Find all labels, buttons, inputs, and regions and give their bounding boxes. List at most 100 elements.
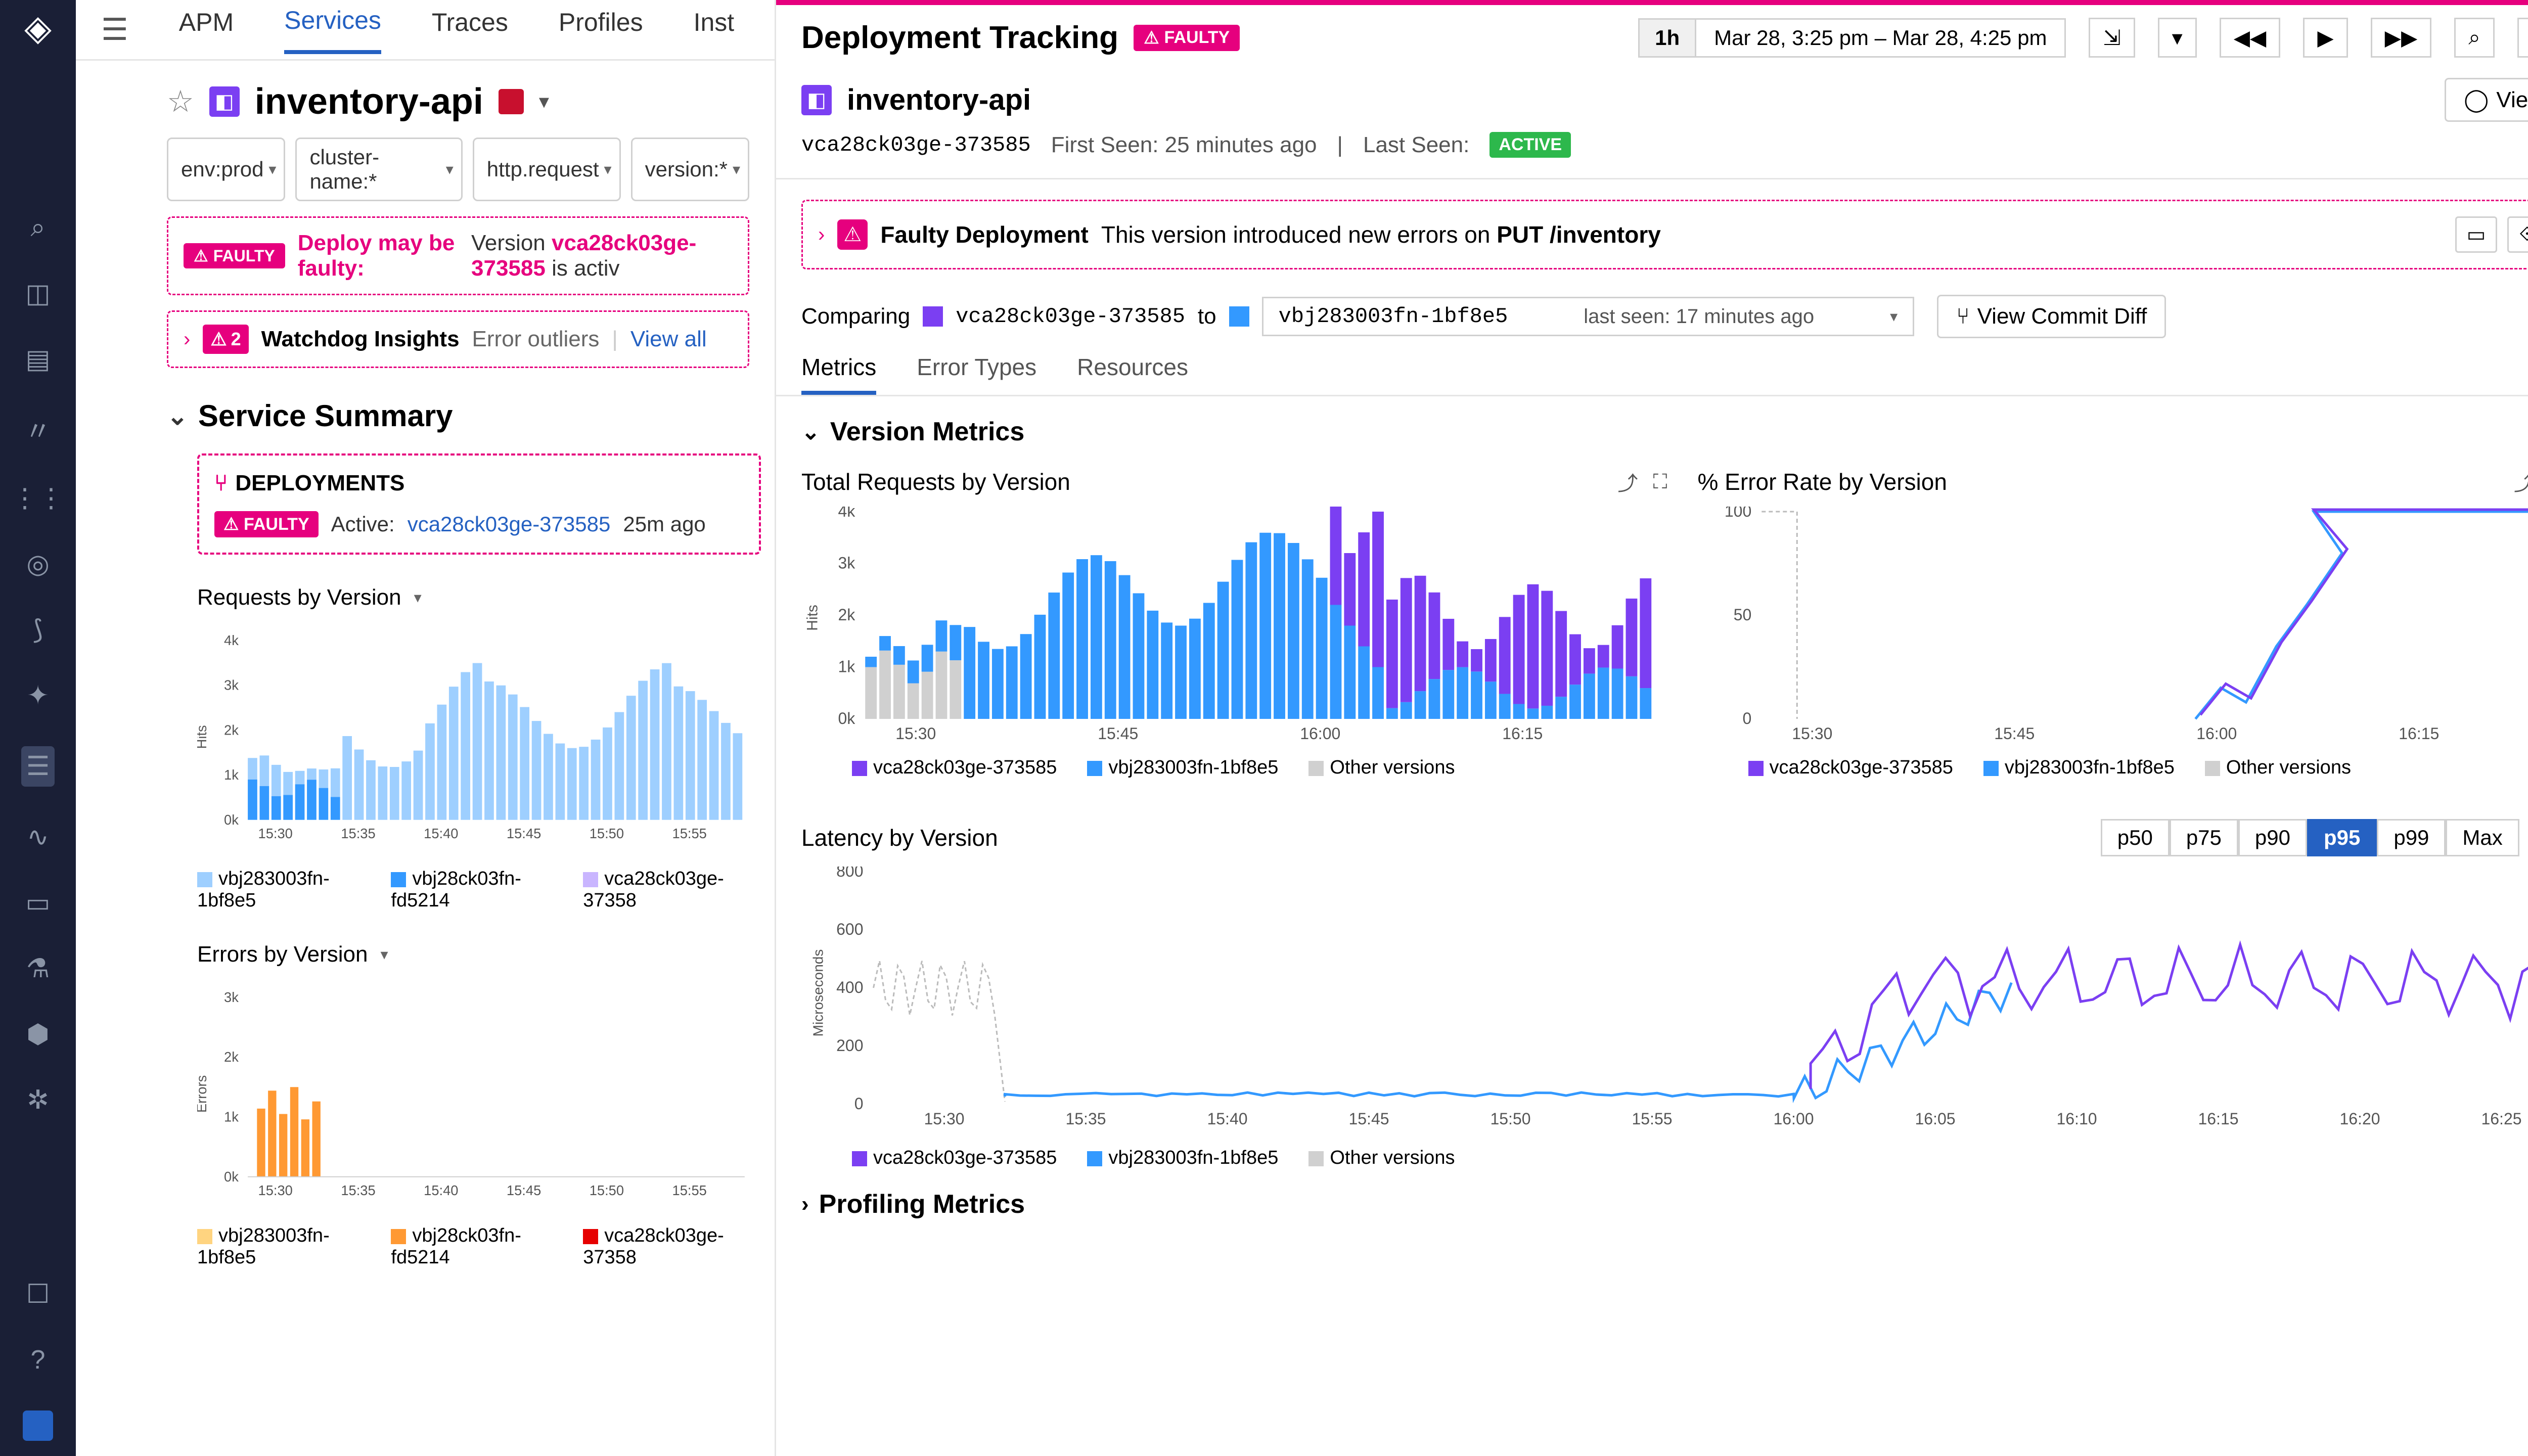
svg-text:0k: 0k — [224, 1169, 239, 1185]
rewind-icon[interactable]: ◀◀ — [2220, 18, 2281, 58]
latency-title: Latency by Version — [801, 824, 998, 851]
svg-text:16:25: 16:25 — [2481, 1110, 2521, 1128]
help-icon[interactable]: ? — [31, 1345, 46, 1375]
pin-icon[interactable]: ⇲ — [2089, 18, 2135, 58]
close-icon[interactable]: ✕ — [2517, 18, 2528, 58]
book-icon[interactable]: ▭ — [25, 888, 50, 918]
compare-v2-select[interactable]: vbj283003fn-1bf8e5last seen: 17 minutes … — [1262, 297, 1915, 336]
active-label: Active: — [331, 512, 395, 536]
pct-p95-button[interactable]: p95 — [2307, 819, 2377, 856]
infra-icon[interactable]: ⋮⋮ — [12, 483, 64, 514]
filter-cluster[interactable]: cluster-name:* — [295, 138, 462, 201]
svg-text:15:50: 15:50 — [590, 1182, 624, 1198]
left-content-pane: ☰ APM Services Traces Profiles Inst ☆ ◧ … — [76, 0, 776, 1456]
shield-icon[interactable]: ⬢ — [26, 1019, 49, 1050]
star-icon[interactable]: ☆ — [167, 84, 194, 119]
dropdown-icon[interactable]: ▾ — [2158, 18, 2197, 58]
requests-chart-title[interactable]: Requests by Version — [197, 585, 749, 610]
svg-text:2k: 2k — [224, 1049, 239, 1065]
nav-services[interactable]: Services — [284, 6, 381, 54]
zoom-icon[interactable]: ⌕ — [2454, 18, 2495, 58]
service-name: inventory-api — [255, 81, 483, 122]
forward-icon[interactable]: ▶▶ — [2371, 18, 2432, 58]
notebook-icon[interactable]: ▭ — [2455, 216, 2498, 253]
panel-header: Deployment Tracking ⚠ FAULTY 1h Mar 28, … — [776, 5, 2528, 70]
svg-text:2k: 2k — [838, 606, 855, 624]
comparing-label: Comparing — [801, 304, 910, 329]
tab-metrics[interactable]: Metrics — [801, 353, 876, 395]
active-badge: ACTIVE — [1489, 132, 1571, 158]
trace-icon[interactable]: ⟆ — [33, 615, 43, 645]
svg-text:600: 600 — [836, 920, 863, 938]
lab-icon[interactable]: ⚗ — [26, 953, 50, 984]
avatar-icon[interactable] — [23, 1410, 53, 1441]
branch-icon: ⑂ — [1956, 304, 1969, 329]
svg-text:15:45: 15:45 — [1994, 724, 2035, 743]
dashboard-icon[interactable]: ▤ — [25, 344, 50, 375]
top-nav: ☰ APM Services Traces Profiles Inst — [76, 0, 775, 61]
nav-apm[interactable]: APM — [179, 8, 234, 52]
menu-icon[interactable]: ☰ — [101, 12, 128, 48]
play-icon[interactable]: ▶ — [2303, 18, 2348, 58]
insights-sub: Error outliers — [472, 327, 600, 352]
view-commit-diff-button[interactable]: ⑂View Commit Diff — [1937, 295, 2166, 338]
svg-text:16:15: 16:15 — [1502, 724, 1543, 743]
active-version[interactable]: vca28ck03ge-373585 — [408, 512, 611, 536]
nav-inst[interactable]: Inst — [694, 8, 735, 52]
chat-icon[interactable]: ☐ — [26, 1279, 50, 1309]
signal-icon[interactable]: ⟐ — [2507, 216, 2528, 253]
faulty-deployment-box[interactable]: › ⚠ Faulty Deployment This version intro… — [801, 200, 2528, 269]
search-icon[interactable]: ⌕ — [30, 212, 45, 243]
pct-p50-button[interactable]: p50 — [2101, 819, 2170, 856]
last-seen-label: Last Seen: — [1363, 132, 1469, 158]
watchdog-insights[interactable]: › ⚠ 2 Watchdog Insights Error outliers |… — [167, 310, 749, 368]
datadog-logo[interactable]: ◈ — [15, 5, 61, 51]
errors-chart-title[interactable]: Errors by Version — [197, 942, 749, 967]
filter-env[interactable]: env:prod — [167, 138, 285, 201]
view-button[interactable]: ◯View — [2445, 78, 2528, 122]
expand-icon[interactable]: ⛶ — [1653, 471, 1667, 493]
svg-text:0: 0 — [1742, 709, 1751, 727]
tab-error-types[interactable]: Error Types — [917, 353, 1036, 395]
svg-text:3k: 3k — [224, 989, 239, 1005]
deployments-title: DEPLOYMENTS — [235, 471, 404, 496]
svg-text:Hits: Hits — [197, 725, 209, 749]
svg-text:15:40: 15:40 — [1207, 1110, 1247, 1128]
profiling-metrics-header[interactable]: Profiling Metrics — [776, 1169, 2528, 1240]
tab-resources[interactable]: Resources — [1077, 353, 1188, 395]
svg-text:15:30: 15:30 — [258, 1182, 293, 1198]
puzzle-icon[interactable]: ✦ — [27, 680, 49, 711]
chevron-icon: › — [184, 328, 190, 351]
errors-legend: vbj283003fn-1bf8e5vbj28ck03fn-fd5214vca2… — [197, 1225, 749, 1268]
binoculars-icon[interactable]: ◫ — [25, 279, 50, 309]
chart2-legend: vca28ck03ge-373585vbj283003fn-1bf8e5Othe… — [1698, 749, 2528, 779]
insights-badge: ⚠ 2 — [203, 325, 248, 354]
filter-http[interactable]: http.request — [473, 138, 621, 201]
pct-p99-button[interactable]: p99 — [2377, 819, 2446, 856]
svg-text:15:45: 15:45 — [507, 826, 541, 841]
version-metrics-header[interactable]: Version Metrics — [776, 396, 2528, 457]
view-all-link[interactable]: View all — [630, 327, 707, 352]
gear-icon[interactable]: ✲ — [27, 1085, 49, 1115]
filter-version[interactable]: version:* — [631, 138, 749, 201]
errors-by-version-chart: 3k2k1k0kErrors15:3015:3515:4015:4515:501… — [197, 982, 749, 1215]
time-1h-button[interactable]: 1h — [1638, 18, 1696, 58]
export-icon[interactable]: ⤴ — [2514, 467, 2528, 496]
metrics-icon[interactable]: 〃 — [25, 410, 51, 448]
target-icon[interactable]: ◎ — [26, 549, 49, 579]
github-icon: ◯ — [2464, 87, 2489, 113]
export-icon[interactable]: ⤴ — [1618, 467, 1638, 496]
apm-icon[interactable]: ☰ — [21, 746, 55, 787]
nav-traces[interactable]: Traces — [432, 8, 508, 52]
faulty-deploy-banner[interactable]: ⚠ FAULTY Deploy may be faulty: Version v… — [167, 216, 749, 295]
pct-p75-button[interactable]: p75 — [2170, 819, 2238, 856]
link-icon[interactable]: ∿ — [27, 822, 49, 852]
caret-icon[interactable]: ▾ — [539, 90, 549, 113]
service-icon: ◧ — [801, 85, 832, 115]
nav-profiles[interactable]: Profiles — [559, 8, 643, 52]
svg-text:15:30: 15:30 — [1792, 724, 1832, 743]
pct-p90-button[interactable]: p90 — [2238, 819, 2307, 856]
pct-Max-button[interactable]: Max — [2446, 819, 2519, 856]
time-range[interactable]: Mar 28, 3:25 pm – Mar 28, 4:25 pm — [1696, 18, 2066, 58]
deployments-card[interactable]: ⑂DEPLOYMENTS ⚠ FAULTY Active: vca28ck03g… — [197, 453, 761, 555]
